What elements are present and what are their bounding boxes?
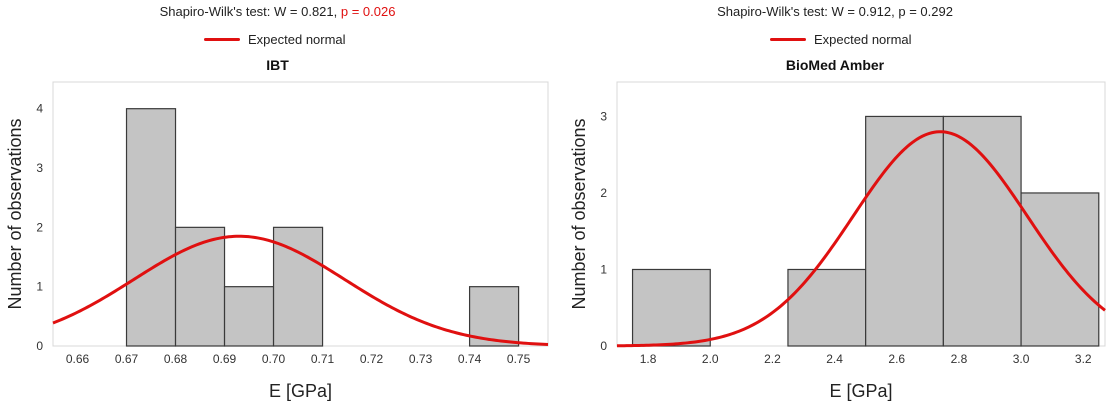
x-tick-label: 0.71 bbox=[311, 352, 335, 366]
chart-title: IBT bbox=[266, 57, 289, 73]
x-tick-label: 0.72 bbox=[360, 352, 384, 366]
x-tick-label: 0.74 bbox=[458, 352, 482, 366]
y-tick-label: 2 bbox=[600, 186, 607, 200]
chart-svg-biomed-amber: 1.8 2.0 2.2 2.4 2.6 2.8 3.0 3.2 0 1 2 3 E [GPa] Numbe… bbox=[569, 81, 1106, 401]
x-tick-label: 0.67 bbox=[115, 352, 139, 366]
x-tick-label: 0.68 bbox=[164, 352, 188, 366]
p-value-highlight: p = 0.026 bbox=[340, 4, 396, 19]
x-tick-label: 0.75 bbox=[507, 352, 531, 366]
histogram-bar bbox=[865, 115, 944, 347]
x-tick-label: 3.0 bbox=[1013, 352, 1030, 366]
histogram-bar bbox=[125, 108, 177, 347]
y-axis-label: Number of observations bbox=[5, 118, 25, 309]
x-tick-label: 0.66 bbox=[66, 352, 90, 366]
chart-panel-biomed-amber: Shapiro-Wilk's test: W = 0.912, p = 0.29… bbox=[560, 0, 1110, 407]
legend: Expected normal bbox=[204, 32, 346, 47]
legend-swatch bbox=[770, 38, 806, 41]
legend-label: Expected normal bbox=[814, 32, 912, 47]
x-tick-label: 2.8 bbox=[951, 352, 968, 366]
x-tick-label: 0.73 bbox=[409, 352, 433, 366]
legend-swatch bbox=[204, 38, 240, 41]
y-tick-label: 1 bbox=[36, 280, 43, 294]
y-tick-label: 1 bbox=[600, 262, 607, 276]
legend: Expected normal bbox=[770, 32, 912, 47]
histogram-bar bbox=[1020, 192, 1100, 347]
histogram-bar bbox=[631, 268, 711, 347]
x-axis-label: E [GPa] bbox=[269, 381, 332, 401]
y-tick-label: 3 bbox=[36, 161, 43, 175]
expected-normal-curve bbox=[616, 130, 1106, 348]
stat-test-text: Shapiro-Wilk's test: W = 0.912, p = 0.29… bbox=[717, 4, 953, 19]
x-tick-label: 1.8 bbox=[640, 352, 657, 366]
histogram-bar bbox=[223, 286, 275, 347]
histogram-bar bbox=[787, 268, 867, 347]
histogram-bar bbox=[942, 115, 1022, 347]
x-tick-label: 0.69 bbox=[213, 352, 237, 366]
x-tick-label: 3.2 bbox=[1075, 352, 1092, 366]
x-tick-label: 2.2 bbox=[764, 352, 781, 366]
y-tick-label: 3 bbox=[600, 109, 607, 123]
chart-svg-ibt: 0.66 0.67 0.68 0.69 0.70 0.71 0.72 0.73 0.74 0.75… bbox=[5, 81, 549, 401]
y-tick-label: 4 bbox=[36, 102, 43, 116]
x-tick-label: 2.4 bbox=[826, 352, 843, 366]
x-tick-label: 2.0 bbox=[702, 352, 719, 366]
histogram-bar bbox=[174, 226, 226, 347]
histogram-bar bbox=[272, 226, 324, 347]
y-tick-label: 0 bbox=[36, 339, 43, 353]
chart-panel-ibt: Shapiro-Wilk's test: W = 0.821, p = 0.02… bbox=[5, 4, 549, 401]
expected-normal-curve bbox=[52, 234, 549, 346]
x-axis-label: E [GPa] bbox=[829, 381, 892, 401]
x-tick-label: 0.70 bbox=[262, 352, 286, 366]
chart-title: BioMed Amber bbox=[785, 57, 885, 73]
y-tick-label: 0 bbox=[600, 339, 607, 353]
y-tick-label: 2 bbox=[36, 220, 43, 234]
stat-test-text: Shapiro-Wilk's test: W = 0.821, p = 0.02… bbox=[159, 4, 396, 19]
y-axis-label: Number of observations bbox=[569, 118, 589, 309]
x-tick-label: 2.6 bbox=[888, 352, 905, 366]
legend-label: Expected normal bbox=[248, 32, 346, 47]
